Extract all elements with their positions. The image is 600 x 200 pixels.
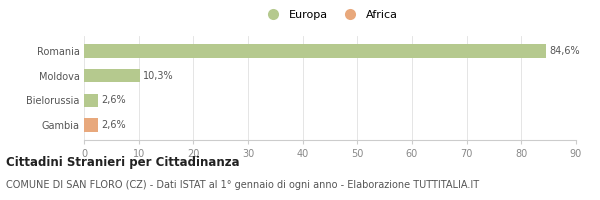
Bar	[84, 69, 140, 82]
Text: 10,3%: 10,3%	[143, 71, 173, 81]
Text: Cittadini Stranieri per Cittadinanza: Cittadini Stranieri per Cittadinanza	[6, 156, 239, 169]
Text: 84,6%: 84,6%	[549, 46, 580, 56]
Text: 2,6%: 2,6%	[101, 120, 125, 130]
Text: COMUNE DI SAN FLORO (CZ) - Dati ISTAT al 1° gennaio di ogni anno - Elaborazione : COMUNE DI SAN FLORO (CZ) - Dati ISTAT al…	[6, 180, 479, 190]
Bar	[84, 44, 547, 58]
Legend: Europa, Africa: Europa, Africa	[262, 10, 398, 20]
Text: 2,6%: 2,6%	[101, 95, 125, 105]
Bar	[84, 94, 98, 107]
Bar	[84, 118, 98, 132]
